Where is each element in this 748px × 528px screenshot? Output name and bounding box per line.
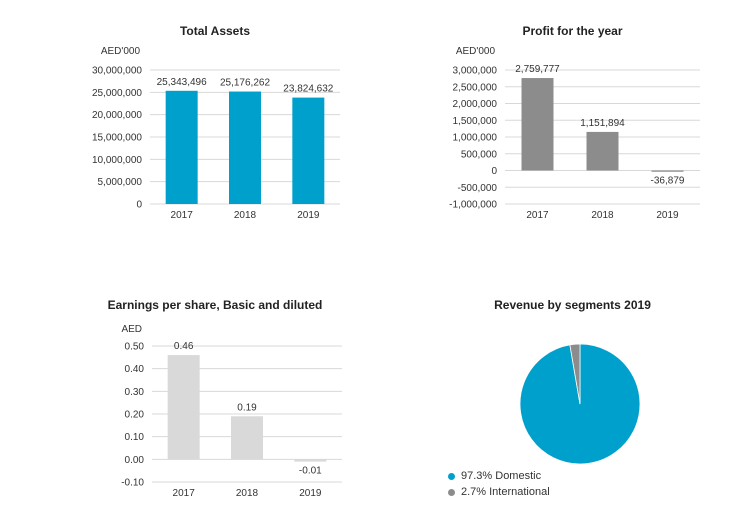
bar-2017	[167, 355, 200, 460]
x-tick-label-2019: 2019	[297, 210, 320, 221]
data-label-2019: 23,824,632	[283, 84, 333, 95]
profit-chart: AED'000 -1,000,000 -500,000 0 500,000 1,000,0…	[449, 46, 700, 221]
y-unit-label: AED'000	[101, 46, 141, 57]
profit-title: Profit for the year	[522, 24, 623, 38]
revenue-legend: 97.3% Domestic 2.7% International	[448, 468, 550, 500]
y-tick-label: -500,000	[458, 183, 498, 194]
y-unit-label: AED	[121, 324, 142, 335]
y-tick-label: 500,000	[461, 149, 498, 160]
revenue-pie-chart	[519, 343, 641, 465]
y-tick-label: 25,000,000	[92, 88, 142, 99]
data-label-2018: 25,176,262	[220, 78, 270, 89]
eps-title: Earnings per share, Basic and diluted	[107, 298, 323, 312]
bar-2017	[521, 78, 554, 171]
profit-panel: Profit for the year AED'000 -1,000,000 -50…	[440, 18, 740, 228]
data-label-2017: 0.46	[174, 341, 194, 352]
y-tick-label: 0.50	[125, 342, 145, 353]
x-tick-label-2017: 2017	[526, 210, 549, 221]
x-tick-label-2019: 2019	[656, 210, 679, 221]
total-assets-panel: Total Assets AED'000 0 5,000,000 10,000,000…	[70, 18, 370, 228]
bar-2018	[231, 416, 263, 460]
legend-swatch-international	[448, 488, 455, 496]
bar-2018	[229, 91, 261, 204]
y-tick-label: 20,000,000	[92, 110, 142, 121]
data-label-2018: 1,151,894	[580, 118, 625, 129]
x-tick-label-2019: 2019	[299, 488, 322, 499]
revenue-title: Revenue by segments 2019	[494, 298, 651, 312]
data-label-2017: 2,759,777	[515, 64, 560, 75]
eps-chart: AED -0.10 0.00 0.10 0.20 0.30 0.40 0.50 0.46 2017…	[121, 324, 342, 499]
y-tick-label: 5,000,000	[98, 177, 143, 188]
bar-2019	[292, 97, 325, 204]
y-tick-label: 0.40	[125, 364, 145, 375]
y-tick-label: 2,000,000	[453, 99, 498, 110]
y-tick-label: 3,000,000	[453, 66, 498, 77]
y-tick-label: 30,000,000	[92, 66, 142, 77]
total-assets-chart: AED'000 0 5,000,000 10,000,000 15,000,000 20,…	[92, 46, 340, 221]
legend-item-international: 2.7% International	[448, 484, 550, 500]
bar-2018	[586, 131, 619, 171]
y-tick-label: 10,000,000	[92, 155, 142, 166]
y-tick-label: 0	[136, 200, 142, 211]
data-label-2019: -36,879	[651, 176, 685, 187]
y-tick-label: 0.10	[125, 432, 145, 443]
y-tick-label: 15,000,000	[92, 133, 142, 144]
eps-panel: Earnings per share, Basic and diluted AE…	[90, 292, 390, 507]
data-label-2019: -0.01	[299, 466, 322, 477]
x-tick-label-2017: 2017	[171, 210, 194, 221]
y-tick-label: 1,500,000	[453, 116, 498, 127]
data-label-2017: 25,343,496	[157, 77, 207, 88]
legend-item-domestic: 97.3% Domestic	[448, 468, 550, 484]
y-tick-label: 0.20	[125, 410, 145, 421]
bar-2017	[165, 90, 198, 204]
x-tick-label-2018: 2018	[236, 488, 259, 499]
pie-slice-1	[569, 343, 581, 405]
y-tick-label: 2,500,000	[453, 82, 498, 93]
legend-label-international: 2.7% International	[461, 486, 550, 498]
revenue-panel: Revenue by segments 2019 97.3% Domestic …	[440, 292, 740, 507]
x-tick-label-2018: 2018	[591, 210, 614, 221]
y-tick-label: 1,000,000	[453, 133, 498, 144]
y-tick-label: -0.10	[121, 478, 144, 489]
data-label-2018: 0.19	[237, 402, 257, 413]
bar-2019	[294, 459, 327, 462]
legend-swatch-domestic	[448, 472, 455, 480]
y-tick-label: 0	[491, 166, 497, 177]
y-tick-label: -1,000,000	[449, 200, 497, 211]
x-tick-label-2018: 2018	[234, 210, 257, 221]
y-unit-label: AED'000	[456, 46, 496, 57]
y-tick-label: 0.30	[125, 387, 145, 398]
y-tick-label: 0.00	[125, 455, 145, 466]
legend-label-domestic: 97.3% Domestic	[461, 470, 542, 482]
x-tick-label-2017: 2017	[173, 488, 196, 499]
total-assets-title: Total Assets	[179, 24, 251, 38]
bar-2019	[651, 170, 684, 172]
